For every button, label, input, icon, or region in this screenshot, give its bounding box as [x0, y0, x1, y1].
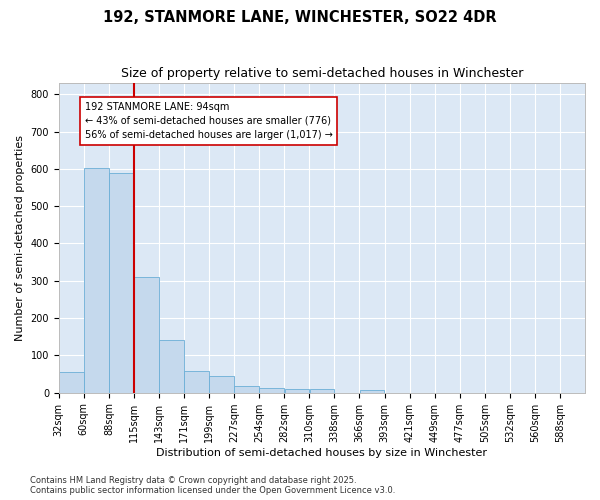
Bar — [159, 340, 184, 392]
Bar — [284, 389, 309, 392]
Bar — [310, 389, 334, 392]
Bar — [84, 168, 109, 392]
Bar — [134, 276, 159, 392]
Bar — [59, 372, 83, 392]
Bar — [109, 174, 134, 392]
Bar — [235, 386, 259, 392]
Bar — [360, 390, 384, 392]
X-axis label: Distribution of semi-detached houses by size in Winchester: Distribution of semi-detached houses by … — [157, 448, 487, 458]
Y-axis label: Number of semi-detached properties: Number of semi-detached properties — [15, 135, 25, 341]
Bar — [259, 388, 284, 392]
Title: Size of property relative to semi-detached houses in Winchester: Size of property relative to semi-detach… — [121, 68, 523, 80]
Text: 192, STANMORE LANE, WINCHESTER, SO22 4DR: 192, STANMORE LANE, WINCHESTER, SO22 4DR — [103, 10, 497, 25]
Bar — [184, 372, 209, 392]
Bar — [209, 376, 234, 392]
Text: 192 STANMORE LANE: 94sqm
← 43% of semi-detached houses are smaller (776)
56% of : 192 STANMORE LANE: 94sqm ← 43% of semi-d… — [85, 102, 332, 140]
Text: Contains HM Land Registry data © Crown copyright and database right 2025.
Contai: Contains HM Land Registry data © Crown c… — [30, 476, 395, 495]
